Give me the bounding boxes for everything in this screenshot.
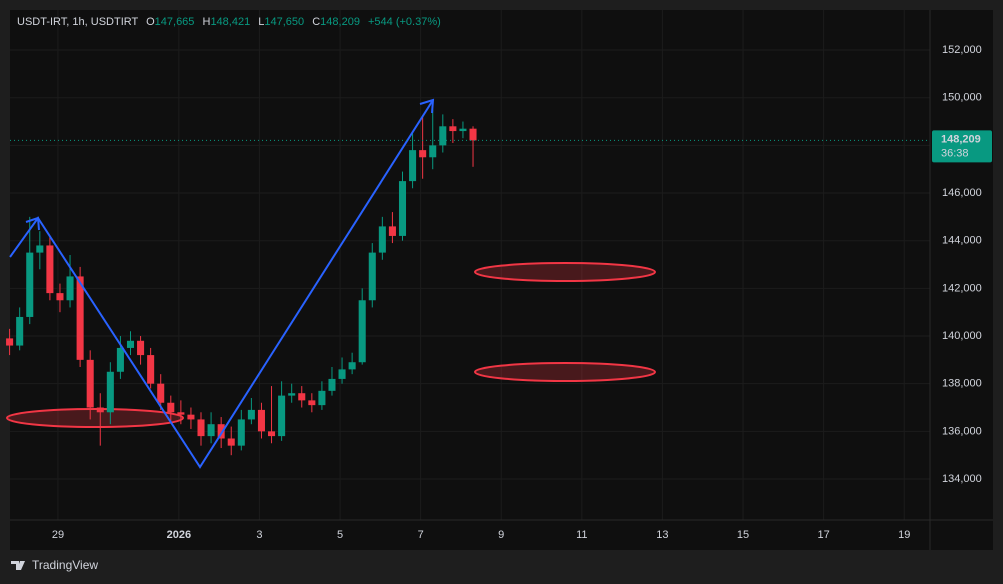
zone-ellipse bbox=[6, 408, 184, 428]
candle-body bbox=[56, 293, 64, 301]
candle-body bbox=[368, 252, 376, 301]
candle-body bbox=[106, 371, 114, 413]
symbol: USDT-IRT, 1h, USDTIRT bbox=[17, 16, 139, 28]
y-tick-label: 144,000 bbox=[942, 235, 982, 247]
ohlc-label: C bbox=[312, 16, 321, 28]
y-tick-label: 146,000 bbox=[942, 187, 982, 199]
candle-body bbox=[66, 276, 74, 301]
arrow-head bbox=[25, 216, 40, 231]
candle-body bbox=[429, 145, 437, 158]
y-tick-label: 134,000 bbox=[942, 473, 982, 485]
y-tick-label: 138,000 bbox=[942, 378, 982, 390]
x-tick-label: 15 bbox=[737, 529, 749, 541]
brand-name: TradingView bbox=[32, 558, 98, 572]
candle-body bbox=[187, 414, 195, 420]
axes: 134,000 136,000 138,000 140,000 142,000 144,0… bbox=[10, 44, 992, 541]
candle-body bbox=[197, 419, 205, 437]
x-tick-label: 9 bbox=[498, 529, 504, 541]
candle-body bbox=[419, 150, 427, 158]
drawings bbox=[6, 262, 656, 428]
x-tick-label: 7 bbox=[418, 529, 424, 541]
ohlc-label: L bbox=[258, 16, 265, 28]
candle-body bbox=[237, 419, 245, 446]
y-tick-label: 142,000 bbox=[942, 282, 982, 294]
brand-logo bbox=[11, 561, 25, 570]
candle-body bbox=[177, 412, 185, 415]
candle-body bbox=[46, 245, 54, 294]
x-tick-label: 3 bbox=[256, 529, 262, 541]
candle-body bbox=[16, 316, 24, 346]
ohlc-value: 148,209 bbox=[320, 16, 360, 28]
candle-body bbox=[328, 378, 336, 391]
y-tick-label: 140,000 bbox=[942, 330, 982, 342]
candle-body bbox=[398, 181, 407, 236]
candle-body bbox=[378, 226, 386, 253]
y-tick-label: 136,000 bbox=[942, 425, 982, 437]
countdown: 36:38 bbox=[941, 147, 969, 159]
candle-body bbox=[157, 383, 165, 403]
candle-body bbox=[207, 424, 215, 437]
y-tick-label: 150,000 bbox=[942, 92, 982, 104]
x-tick-label: 29 bbox=[52, 529, 64, 541]
candle-body bbox=[348, 362, 356, 370]
candle-body bbox=[147, 355, 155, 384]
candle-body bbox=[318, 390, 326, 406]
candle-body bbox=[439, 126, 447, 146]
last-price-box bbox=[932, 130, 992, 163]
candle-body bbox=[76, 276, 84, 360]
last-price-label: 148,209 bbox=[941, 133, 981, 145]
candle-body bbox=[288, 393, 296, 396]
zone-ellipse bbox=[474, 262, 656, 282]
trend-lines bbox=[9, 98, 435, 469]
candle-body bbox=[126, 340, 135, 348]
candle-body bbox=[409, 150, 417, 182]
candles bbox=[6, 109, 477, 456]
candle-body bbox=[388, 226, 396, 236]
x-tick-label: 13 bbox=[656, 529, 668, 541]
x-tick-label: 11 bbox=[576, 529, 587, 541]
candle-body bbox=[459, 128, 467, 132]
candle-body bbox=[268, 431, 276, 437]
candle-body bbox=[86, 359, 94, 408]
candle-body bbox=[298, 393, 306, 401]
candle-body bbox=[469, 128, 477, 141]
x-tick-label: 17 bbox=[817, 529, 829, 541]
x-tick-label: 19 bbox=[898, 529, 910, 541]
candle-body bbox=[137, 340, 145, 356]
brand: TradingView bbox=[11, 558, 98, 572]
x-tick-label: 5 bbox=[337, 529, 343, 541]
candle-body bbox=[217, 424, 225, 439]
candle-body bbox=[308, 400, 316, 406]
candle-body bbox=[278, 395, 286, 437]
x-tick-label: 2026 bbox=[167, 529, 191, 541]
candle-body bbox=[449, 126, 457, 132]
candle-body bbox=[247, 409, 255, 420]
candle-body bbox=[6, 338, 14, 346]
zone-ellipse bbox=[474, 362, 656, 382]
y-tick-label: 152,000 bbox=[942, 44, 982, 56]
candle-body bbox=[26, 252, 34, 317]
ohlc-label: O bbox=[146, 16, 155, 28]
candle-body bbox=[227, 438, 235, 446]
candle-body bbox=[96, 407, 104, 413]
ohlc-value: 147,650 bbox=[264, 16, 305, 28]
arrow-head bbox=[419, 98, 435, 114]
ohlc-value: 148,421 bbox=[210, 16, 251, 28]
candle-body bbox=[116, 347, 124, 372]
ohlc-label: H bbox=[202, 16, 211, 28]
candle-body bbox=[257, 409, 265, 432]
change: +544 (+0.37%) bbox=[368, 16, 441, 28]
trend-line bbox=[9, 99, 434, 469]
ohlc-value: 147,665 bbox=[154, 16, 195, 28]
candle-body bbox=[36, 245, 44, 253]
legend-header: USDT-IRT, 1h, USDTIRT O147,665 H148,421 … bbox=[17, 16, 441, 28]
candle-body bbox=[167, 402, 175, 413]
candle-body bbox=[358, 300, 366, 363]
candle-body bbox=[338, 369, 346, 379]
